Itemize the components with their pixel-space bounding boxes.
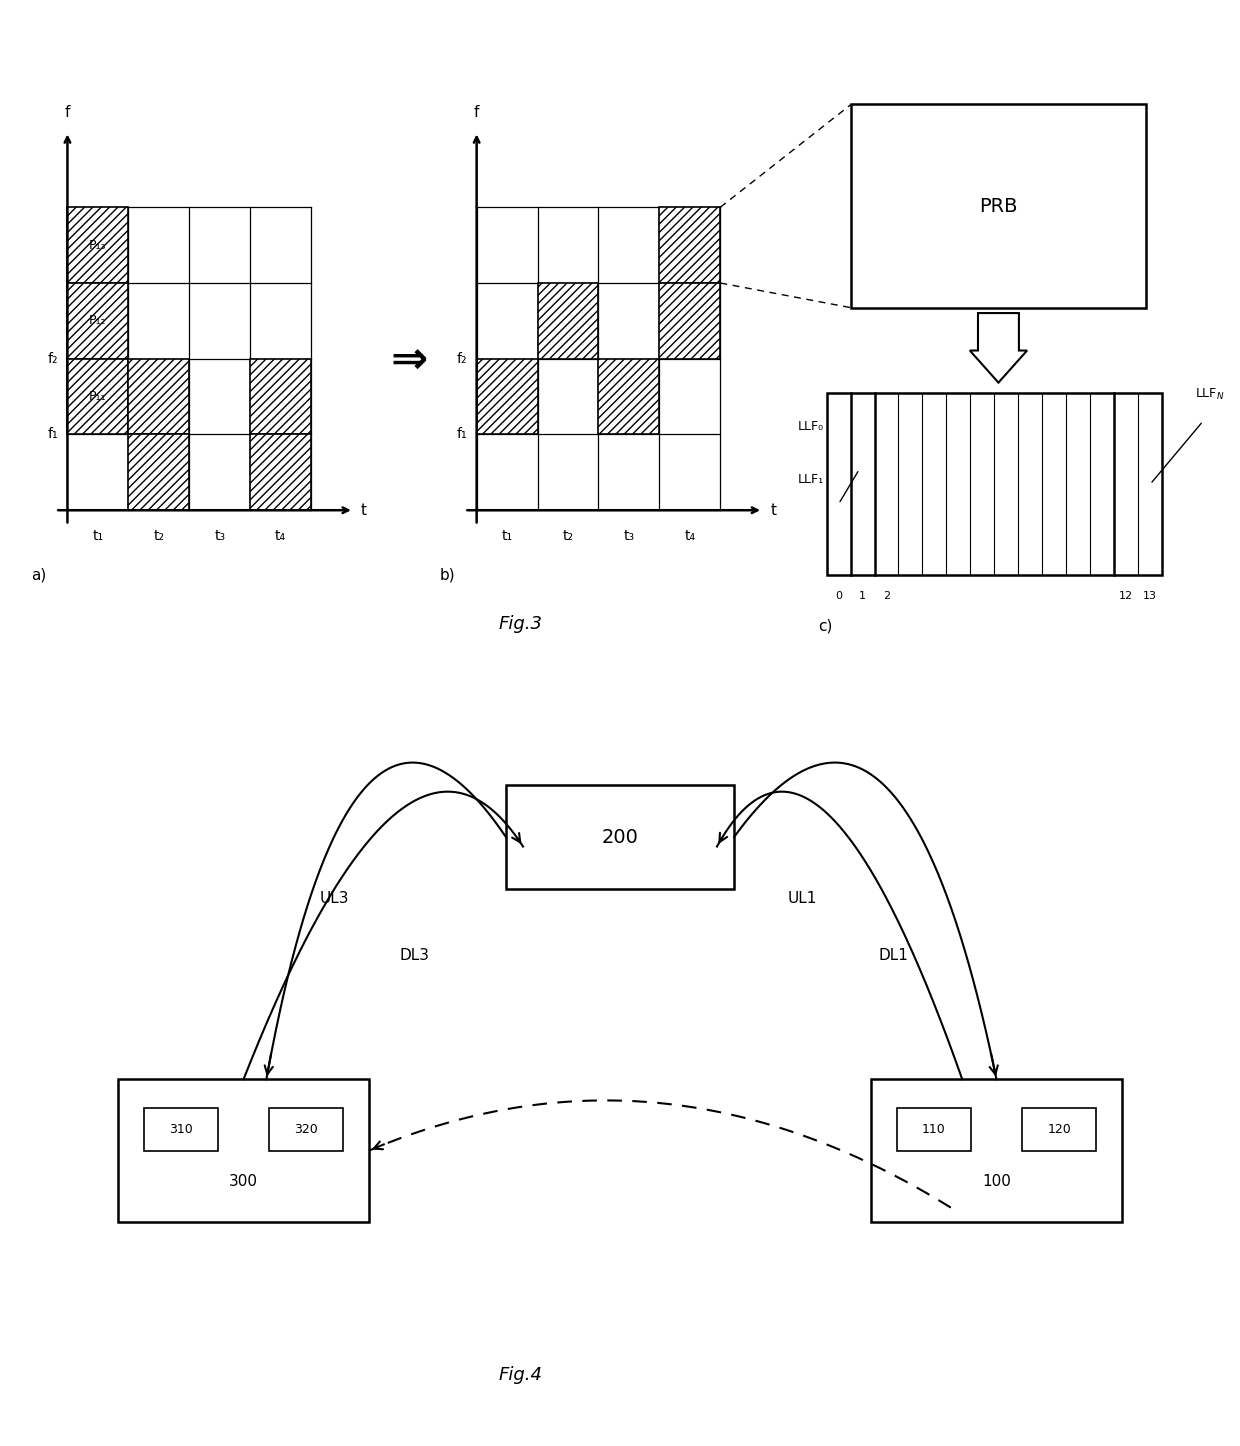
Text: 1: 1 <box>859 591 866 602</box>
Text: UL3: UL3 <box>320 891 350 907</box>
Text: f₂: f₂ <box>48 351 58 366</box>
Text: f: f <box>474 106 480 120</box>
Bar <box>599 359 660 434</box>
Text: Fig.3: Fig.3 <box>498 615 543 632</box>
Text: t₄: t₄ <box>684 529 696 544</box>
Bar <box>250 434 311 510</box>
Bar <box>129 359 190 434</box>
Text: UL1: UL1 <box>787 891 817 907</box>
Text: 12: 12 <box>1120 591 1133 602</box>
Bar <box>1022 1108 1096 1151</box>
Text: 320: 320 <box>294 1124 319 1137</box>
Bar <box>118 1079 370 1222</box>
Text: t₃: t₃ <box>624 529 635 544</box>
Bar <box>476 359 538 434</box>
Text: t₂: t₂ <box>563 529 574 544</box>
Bar <box>67 283 129 359</box>
Text: t: t <box>770 503 776 518</box>
Bar <box>827 393 1162 576</box>
Text: LLF₀: LLF₀ <box>799 419 823 432</box>
Text: 2: 2 <box>883 591 890 602</box>
Text: LLF$_N$: LLF$_N$ <box>1195 388 1224 402</box>
Text: t₃: t₃ <box>215 529 226 544</box>
Bar <box>129 434 190 510</box>
Text: t₁: t₁ <box>501 529 512 544</box>
Text: a): a) <box>31 567 46 583</box>
Text: t₁: t₁ <box>92 529 103 544</box>
Bar <box>538 283 599 359</box>
Text: P₁₃: P₁₃ <box>89 239 107 252</box>
Text: 0: 0 <box>835 591 842 602</box>
Text: P₁₁: P₁₁ <box>89 390 107 403</box>
Text: 110: 110 <box>921 1124 946 1137</box>
Text: ⇒: ⇒ <box>391 340 428 383</box>
Bar <box>897 1108 971 1151</box>
Text: f₁: f₁ <box>47 428 58 441</box>
Text: 13: 13 <box>1143 591 1157 602</box>
Bar <box>660 207 720 283</box>
Text: f₁: f₁ <box>456 428 467 441</box>
Bar <box>269 1108 343 1151</box>
Bar <box>870 1079 1122 1222</box>
Text: 300: 300 <box>229 1174 258 1189</box>
Text: b): b) <box>440 567 456 583</box>
Bar <box>851 104 1146 308</box>
Bar <box>506 785 734 889</box>
Polygon shape <box>970 312 1027 383</box>
Text: c): c) <box>818 617 833 633</box>
Text: t₄: t₄ <box>275 529 286 544</box>
Text: 200: 200 <box>601 827 639 846</box>
Bar <box>67 207 129 283</box>
Text: DL1: DL1 <box>879 949 909 963</box>
Text: 120: 120 <box>1048 1124 1071 1137</box>
Text: LLF₁: LLF₁ <box>799 473 825 486</box>
Text: t: t <box>361 503 367 518</box>
Text: f: f <box>64 106 71 120</box>
Text: DL3: DL3 <box>399 949 429 963</box>
Text: 100: 100 <box>982 1174 1011 1189</box>
Text: Fig.4: Fig.4 <box>498 1366 543 1384</box>
Text: P₁₂: P₁₂ <box>89 314 107 327</box>
Bar <box>660 283 720 359</box>
Bar <box>144 1108 218 1151</box>
Bar <box>67 359 129 434</box>
Text: t₂: t₂ <box>154 529 165 544</box>
Text: f₂: f₂ <box>458 351 467 366</box>
Bar <box>250 359 311 434</box>
Text: 310: 310 <box>169 1124 192 1137</box>
Text: PRB: PRB <box>980 197 1018 215</box>
